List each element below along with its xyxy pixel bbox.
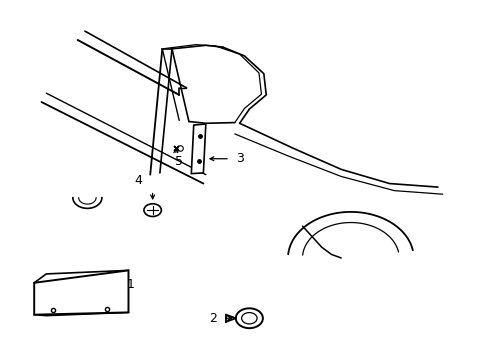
Text: 5: 5 bbox=[175, 155, 183, 168]
Text: 4: 4 bbox=[134, 174, 142, 186]
Polygon shape bbox=[34, 270, 128, 315]
Text: 1: 1 bbox=[127, 278, 135, 291]
Text: 3: 3 bbox=[235, 152, 243, 165]
Text: 2: 2 bbox=[209, 312, 217, 325]
Polygon shape bbox=[191, 124, 205, 174]
